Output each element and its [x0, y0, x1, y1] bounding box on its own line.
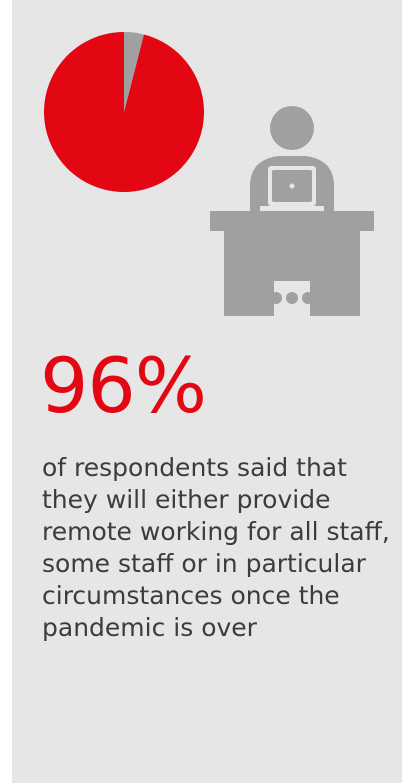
infographic-card: 96% of respondents said that they will e…: [12, 0, 402, 783]
pie-chart: [44, 32, 204, 192]
person-head: [270, 106, 314, 150]
desk-left-pedestal: [224, 231, 274, 316]
desk-top: [210, 211, 374, 231]
pie-slice-0: [44, 32, 204, 192]
pie-slice-1: [124, 32, 144, 112]
stat-description: of respondents said that they will eithe…: [42, 453, 390, 642]
desk-right-pedestal: [310, 231, 360, 316]
laptop-base: [260, 206, 324, 211]
stat-percentage: 96%: [40, 341, 207, 430]
person-at-desk-with-laptop-icon: [210, 106, 374, 316]
